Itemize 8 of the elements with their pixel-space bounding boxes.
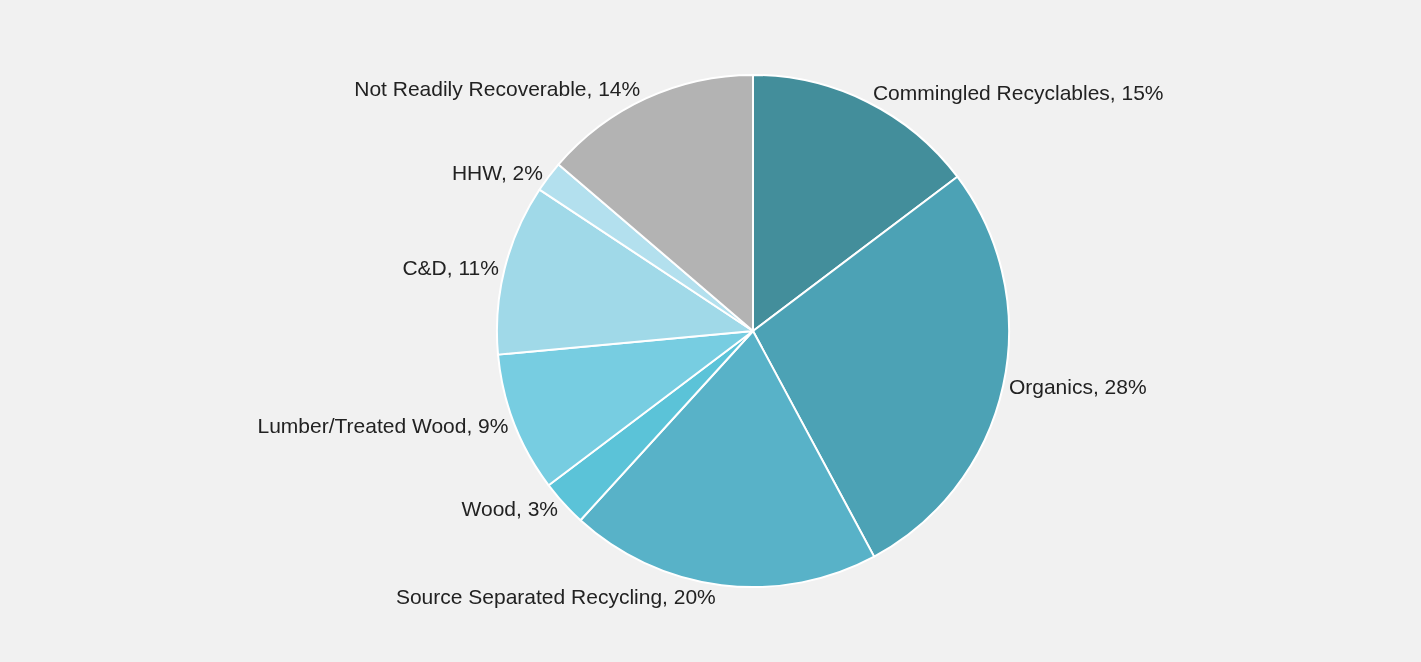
slice-label: Lumber/Treated Wood, 9% [257,413,509,437]
slice-label: Not Readily Recoverable, 14% [354,77,641,101]
slice-label: Wood, 3% [461,497,558,521]
slice-label: C&D, 11% [402,256,499,280]
slice-label: HHW, 2% [451,161,543,184]
slice-label: Source Separated Recycling, 20% [395,584,716,608]
slice-label: Commingled Recyclables, 15% [872,81,1164,105]
slice-label: Organics, 28% [1008,374,1147,398]
